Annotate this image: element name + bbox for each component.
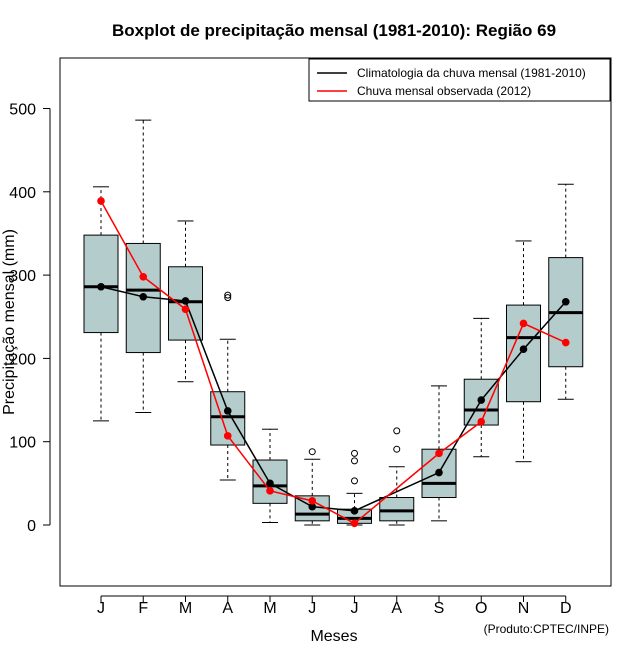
outlier-point bbox=[308, 448, 316, 456]
chart-title: Boxplot de precipitação mensal (1981-201… bbox=[112, 21, 556, 40]
outlier-point bbox=[351, 477, 358, 485]
series-observed-2012 bbox=[97, 197, 570, 528]
x-tick-label: D bbox=[560, 600, 572, 617]
outlier-point bbox=[393, 427, 401, 435]
credit-text: (Produto:CPTEC/INPE) bbox=[484, 622, 609, 636]
series-point bbox=[477, 417, 486, 426]
y-axis-label: Precipitação mensal (mm) bbox=[1, 229, 18, 415]
series-line bbox=[100, 200, 567, 525]
y-tick-label: 100 bbox=[9, 435, 36, 452]
series-point bbox=[97, 282, 105, 291]
y-tick-label: 400 bbox=[9, 185, 36, 202]
box-month-2 bbox=[125, 119, 161, 414]
series-point bbox=[266, 479, 274, 488]
y-axis: 0 100 200 300 400 500 bbox=[9, 102, 51, 535]
series-point bbox=[435, 468, 443, 477]
series-point bbox=[519, 345, 528, 354]
series-point bbox=[519, 319, 528, 328]
y-tick-label: 0 bbox=[27, 518, 36, 535]
x-tick-label: O bbox=[475, 600, 487, 617]
series-point bbox=[350, 507, 359, 515]
series-point bbox=[139, 272, 148, 281]
x-axis-label: Meses bbox=[310, 628, 357, 645]
legend-label-climatology: Climatologia da chuva mensal (1981-2010) bbox=[357, 66, 586, 80]
outlier-point bbox=[224, 291, 232, 299]
x-tick-label: F bbox=[138, 600, 148, 617]
series-point bbox=[308, 497, 317, 505]
series-point bbox=[561, 297, 570, 306]
y-tick-label: 500 bbox=[9, 102, 36, 119]
series-point bbox=[266, 487, 274, 495]
series-point bbox=[477, 396, 486, 404]
x-tick-label: M bbox=[263, 600, 276, 617]
box-month-8 bbox=[379, 427, 415, 526]
plot-frame bbox=[59, 57, 612, 587]
series-point bbox=[223, 407, 232, 415]
x-tick-label: M bbox=[179, 600, 192, 617]
series-point bbox=[181, 305, 190, 314]
x-tick-label: J bbox=[97, 600, 105, 617]
x-tick-label: J bbox=[308, 600, 316, 617]
x-tick-label: A bbox=[222, 600, 233, 617]
x-tick-label: A bbox=[391, 600, 402, 617]
series-point bbox=[139, 292, 148, 301]
series-point bbox=[97, 197, 105, 205]
series-point bbox=[181, 297, 190, 305]
series-point bbox=[435, 449, 443, 458]
y-tick-label: 300 bbox=[9, 268, 36, 285]
series-lines bbox=[97, 197, 570, 528]
series-point bbox=[308, 502, 317, 511]
x-tick-label: S bbox=[434, 600, 445, 617]
outlier-point bbox=[351, 449, 358, 457]
series-point bbox=[223, 432, 232, 440]
series-point bbox=[350, 519, 359, 528]
box-iqr bbox=[379, 497, 415, 522]
box-iqr bbox=[506, 304, 541, 403]
legend-label-observed: Chuva mensal observada (2012) bbox=[357, 84, 531, 98]
x-tick-label: N bbox=[518, 600, 530, 617]
legend: Climatologia da chuva mensal (1981-2010)… bbox=[308, 58, 611, 102]
y-tick-label: 200 bbox=[9, 351, 36, 368]
box-month-10 bbox=[463, 317, 499, 458]
box-month-1 bbox=[83, 186, 119, 422]
boxes-group bbox=[83, 119, 584, 526]
outlier-point bbox=[393, 445, 401, 453]
legend-box bbox=[308, 58, 611, 102]
series-point bbox=[561, 338, 570, 347]
series-climatology bbox=[97, 282, 570, 515]
box-month-12 bbox=[548, 183, 584, 400]
x-tick-label: J bbox=[351, 600, 359, 617]
outlier-point bbox=[224, 294, 232, 302]
outlier-point bbox=[351, 457, 358, 465]
box-month-6 bbox=[294, 448, 330, 526]
